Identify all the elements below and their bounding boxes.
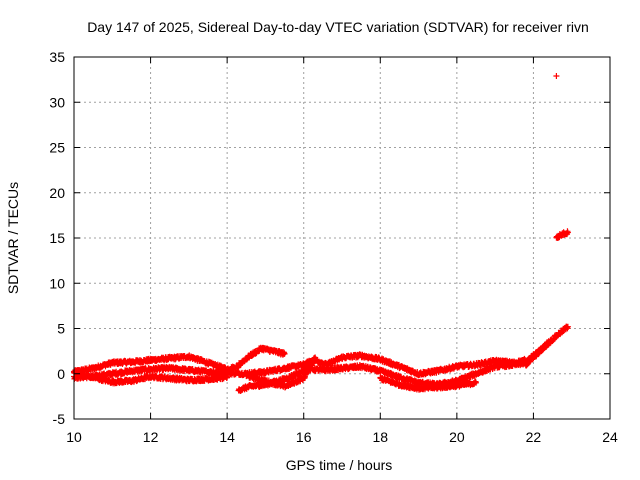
y-tick-label: -5 xyxy=(53,411,66,427)
x-tick-label: 22 xyxy=(526,429,542,445)
y-tick-label: 20 xyxy=(49,185,65,201)
y-tick-label: 10 xyxy=(49,275,65,291)
outlier-marker xyxy=(553,73,560,80)
y-tick-label: 35 xyxy=(49,49,65,65)
points-layer xyxy=(71,73,571,395)
x-tick-label: 14 xyxy=(219,429,235,445)
x-tick-label: 12 xyxy=(143,429,159,445)
x-tick-label: 24 xyxy=(602,429,618,445)
chart-title: Day 147 of 2025, Sidereal Day-to-day VTE… xyxy=(87,19,589,35)
y-tick-label: 25 xyxy=(49,140,65,156)
y-tick-label: 5 xyxy=(57,321,65,337)
x-tick-label: 10 xyxy=(66,429,82,445)
y-tick-label: 0 xyxy=(57,366,65,382)
x-axis-label: GPS time / hours xyxy=(286,457,393,473)
grid-layer xyxy=(74,57,610,419)
ticks-layer: 10 12 14 16 18 20 22 24 -5 0 5 10 15 20 25 30 35 xyxy=(49,49,618,445)
track-k-marker xyxy=(545,338,552,345)
y-axis-label: SDTVAR / TECUs xyxy=(5,182,21,294)
x-tick-label: 20 xyxy=(449,429,465,445)
track-j-marker xyxy=(564,323,571,330)
track-l-marker xyxy=(564,229,571,236)
x-tick-label: 16 xyxy=(296,429,312,445)
x-tick-label: 18 xyxy=(372,429,388,445)
track-i-marker xyxy=(473,379,479,386)
track-d-marker xyxy=(281,350,288,357)
track-c-marker xyxy=(224,374,231,381)
y-tick-label: 30 xyxy=(49,94,65,110)
y-tick-label: 15 xyxy=(49,230,65,246)
